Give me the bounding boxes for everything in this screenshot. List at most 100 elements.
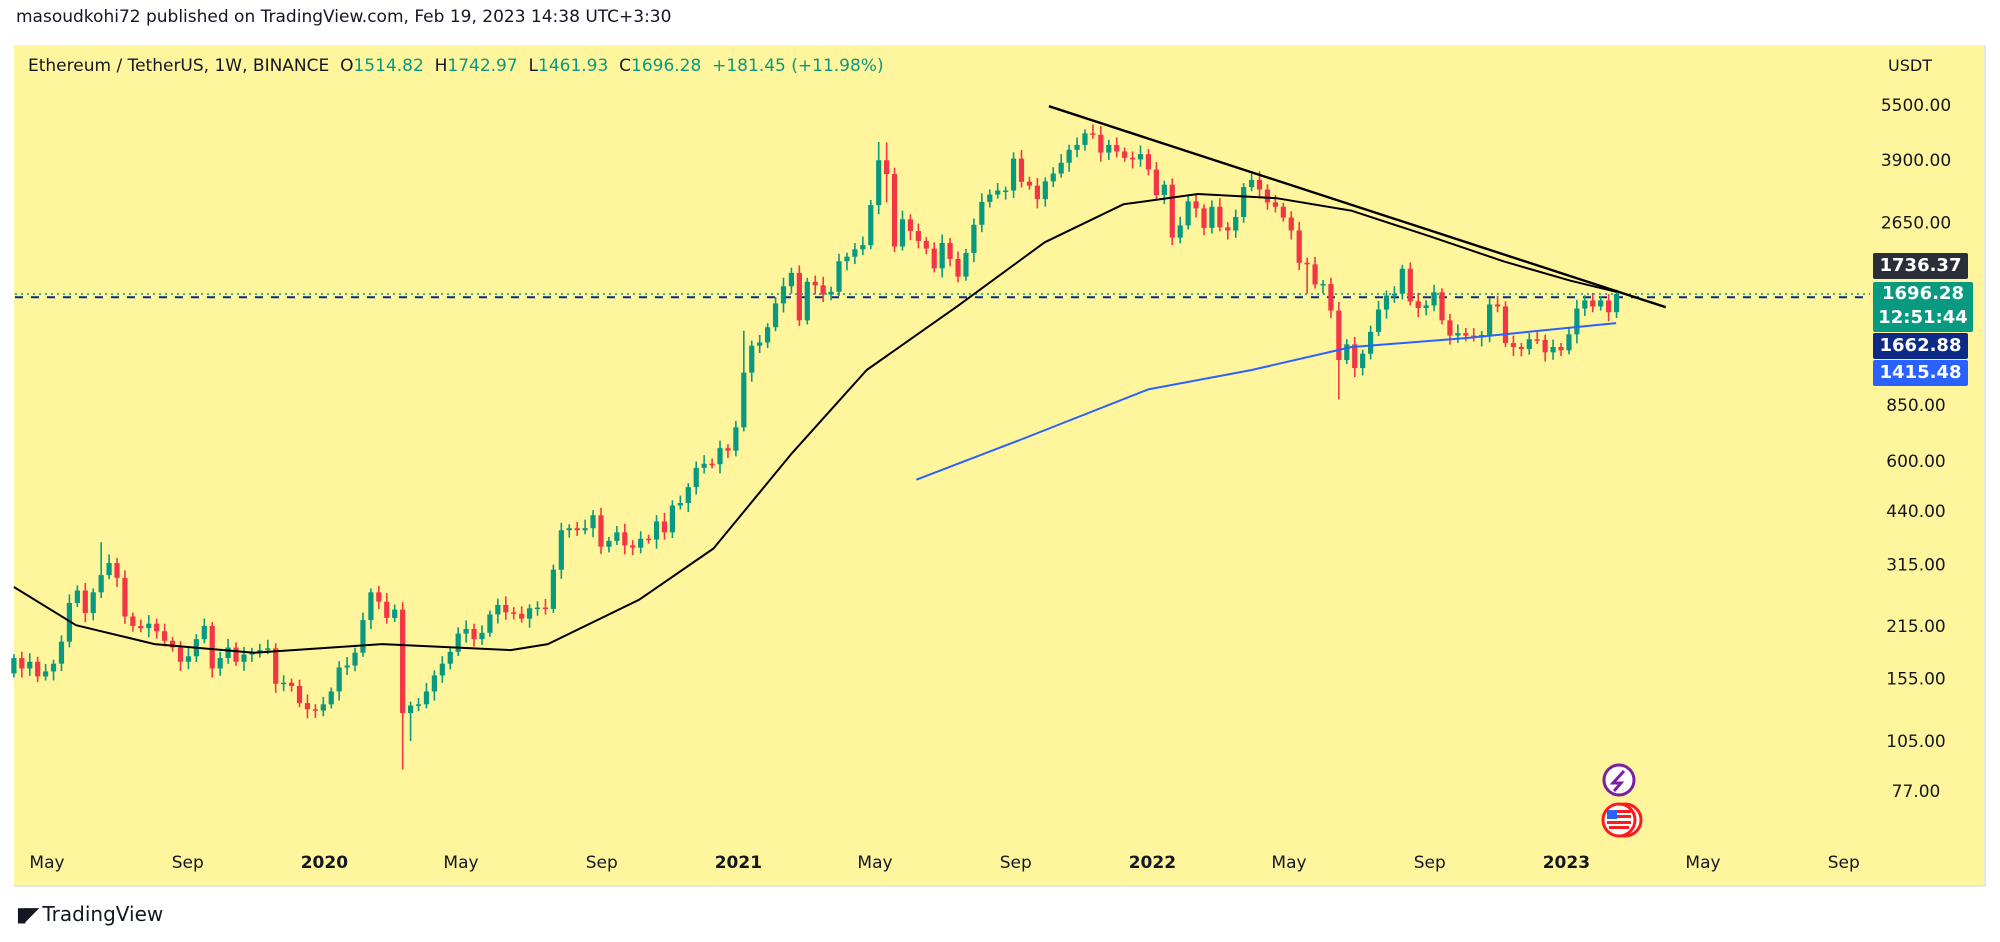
candle — [1598, 296, 1604, 311]
candle — [1368, 325, 1374, 360]
candle-body — [876, 160, 882, 206]
candle — [1122, 147, 1128, 162]
candle — [1590, 292, 1596, 313]
candle-body — [225, 647, 231, 659]
candle — [296, 679, 303, 708]
candle-body — [288, 682, 295, 686]
candle — [566, 524, 572, 538]
candle — [360, 612, 366, 657]
candle — [733, 421, 739, 457]
candle — [646, 534, 652, 544]
candle — [368, 588, 374, 630]
candle — [1320, 280, 1326, 294]
tradingview-logo-icon: ▮◤ — [16, 902, 39, 926]
candle — [725, 444, 731, 459]
chart-pane[interactable] — [14, 45, 1986, 887]
candle-body — [1574, 308, 1580, 335]
candle-body — [1566, 334, 1572, 351]
candle — [1502, 301, 1509, 348]
candle — [1439, 288, 1445, 325]
lightning-event-icon[interactable] — [1602, 763, 1636, 797]
price-tick-label: 77.00 — [1892, 782, 1941, 802]
ma-black-line[interactable] — [13, 193, 1617, 654]
candle — [415, 698, 422, 712]
price-tick-label: 105.00 — [1886, 732, 1945, 752]
candle-body — [566, 528, 572, 531]
candle — [995, 183, 1001, 199]
candle-body — [1042, 181, 1048, 200]
candle-body — [804, 281, 810, 321]
candle-body — [868, 205, 874, 246]
candle-body — [812, 281, 818, 286]
candle-body — [130, 616, 136, 626]
candle — [693, 461, 699, 495]
trendline-line[interactable] — [1048, 105, 1667, 309]
candle — [407, 701, 414, 742]
candle-body — [1090, 133, 1096, 135]
close-value: 1696.28 — [631, 56, 702, 76]
candle-body — [526, 608, 533, 619]
candle — [503, 596, 509, 620]
candle-body — [844, 256, 850, 262]
candle-body — [1502, 306, 1509, 344]
time-tick-label: Sep — [172, 853, 204, 873]
time-tick-label: 2022 — [1129, 853, 1176, 873]
candle-body — [1248, 179, 1255, 188]
trend-price-badge: 1736.37 — [1873, 253, 1968, 279]
candle — [1050, 167, 1056, 188]
candle — [812, 275, 818, 295]
candle-body — [1233, 216, 1239, 231]
candle-body — [384, 601, 390, 618]
candle-body — [1368, 331, 1374, 354]
candle — [971, 218, 977, 263]
currency-label[interactable]: USDT — [1888, 56, 1932, 75]
ma-blue-line[interactable] — [916, 322, 1617, 481]
candle-body — [312, 709, 318, 711]
tradingview-brand[interactable]: ▮◤ TradingView — [16, 902, 163, 926]
candle-body — [1518, 346, 1524, 349]
candle-body — [1264, 189, 1271, 203]
candle-body — [630, 545, 636, 548]
candle-body — [1280, 206, 1286, 218]
candle — [1494, 295, 1501, 313]
symbol-title[interactable]: Ethereum / TetherUS, 1W, BINANCE — [28, 56, 330, 76]
price-tick-label: 215.00 — [1886, 617, 1945, 637]
candle — [1360, 349, 1366, 376]
candle — [1471, 328, 1477, 342]
candle-body — [1082, 133, 1088, 145]
candle — [1407, 262, 1413, 306]
candle — [947, 237, 953, 267]
candle — [630, 540, 636, 556]
low-label: L — [528, 56, 538, 76]
candle — [1296, 221, 1302, 271]
candle — [1613, 289, 1620, 318]
candle-body — [519, 613, 525, 619]
candle — [519, 606, 525, 623]
candle — [574, 521, 580, 536]
us-economic-event-icon[interactable] — [1601, 802, 1643, 838]
candle — [765, 323, 771, 349]
candle-body — [1114, 144, 1120, 152]
candle — [1193, 193, 1199, 218]
candle — [1018, 149, 1025, 188]
candle — [1082, 129, 1088, 151]
time-tick-label: May — [857, 853, 892, 873]
candle-body — [1272, 202, 1278, 207]
candle — [249, 647, 255, 662]
candle-body — [685, 487, 691, 504]
candle — [772, 297, 779, 332]
candle — [185, 647, 192, 670]
candle — [1518, 343, 1524, 357]
candle-body — [479, 632, 485, 640]
time-tick-label: Sep — [1414, 853, 1446, 873]
candle-body — [11, 658, 17, 674]
candle — [1606, 294, 1612, 322]
candle — [1574, 299, 1580, 344]
candle-body — [1606, 300, 1612, 313]
published-by-line: masoudkohi72 published on TradingView.co… — [16, 7, 672, 27]
candle-body — [1423, 305, 1429, 308]
candle — [384, 593, 390, 624]
candle — [1137, 145, 1144, 167]
candle — [987, 189, 993, 208]
